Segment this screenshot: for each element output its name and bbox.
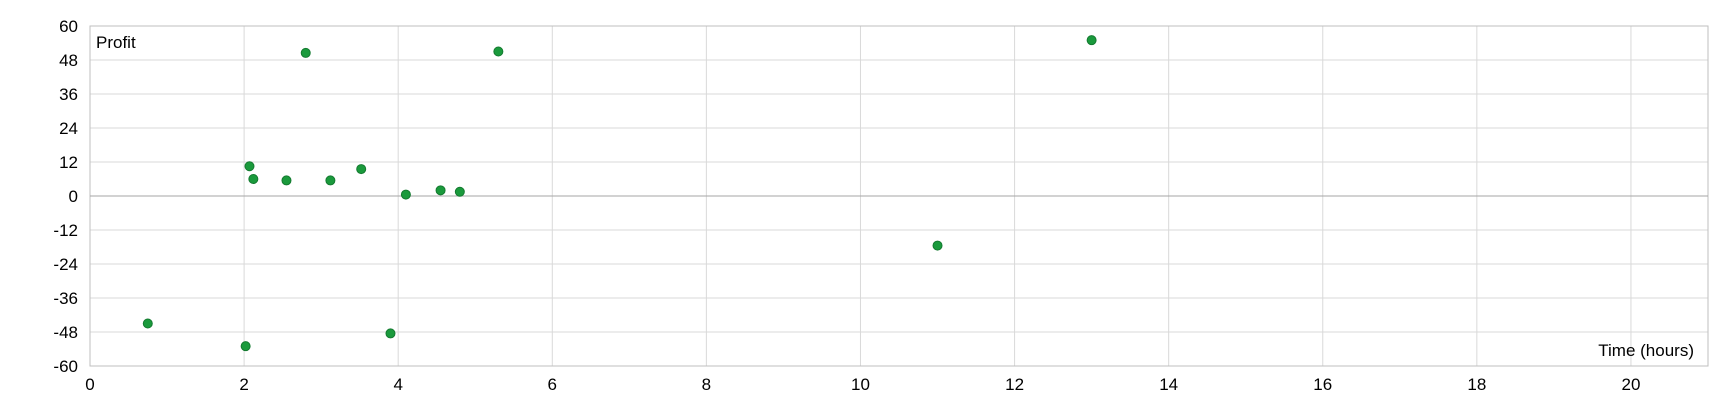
y-tick-label: -24 (53, 255, 78, 274)
data-point (493, 46, 504, 57)
y-axis-tick-labels: 60 48 36 24 12 0 -12 -24 -36 -48 -60 (53, 17, 78, 376)
data-point (400, 189, 411, 200)
x-tick-label: 20 (1621, 375, 1640, 394)
x-tick-label: 0 (85, 375, 94, 394)
x-tick-label: 10 (851, 375, 870, 394)
y-tick-label: 36 (59, 85, 78, 104)
data-point (300, 47, 311, 58)
data-point (240, 341, 251, 352)
x-axis-title: Time (hours) (1598, 341, 1694, 360)
data-point (435, 185, 446, 196)
y-tick-label: 48 (59, 51, 78, 70)
y-tick-label: -60 (53, 357, 78, 376)
y-tick-label: -48 (53, 323, 78, 342)
data-point (385, 328, 396, 339)
x-tick-label: 8 (702, 375, 711, 394)
y-tick-label: 0 (69, 187, 78, 206)
x-tick-label: 4 (393, 375, 402, 394)
y-tick-label: -12 (53, 221, 78, 240)
x-tick-label: 2 (239, 375, 248, 394)
data-point (454, 186, 465, 197)
x-tick-label: 6 (548, 375, 557, 394)
y-tick-label: -36 (53, 289, 78, 308)
x-tick-label: 12 (1005, 375, 1024, 394)
x-axis-tick-labels: 0 2 4 6 8 10 12 14 16 18 20 (85, 375, 1640, 394)
data-point (325, 175, 336, 186)
data-points (142, 35, 1097, 352)
x-tick-label: 18 (1467, 375, 1486, 394)
y-tick-label: 60 (59, 17, 78, 36)
data-point (244, 161, 255, 172)
data-point (281, 175, 292, 186)
x-tick-label: 16 (1313, 375, 1332, 394)
data-point (1086, 35, 1097, 46)
y-tick-label: 12 (59, 153, 78, 172)
y-tick-label: 24 (59, 119, 78, 138)
data-point (142, 318, 153, 329)
y-axis-title: Profit (96, 33, 136, 52)
x-tick-label: 14 (1159, 375, 1178, 394)
data-point (248, 174, 259, 184)
data-point (932, 240, 943, 251)
data-point (356, 164, 367, 175)
